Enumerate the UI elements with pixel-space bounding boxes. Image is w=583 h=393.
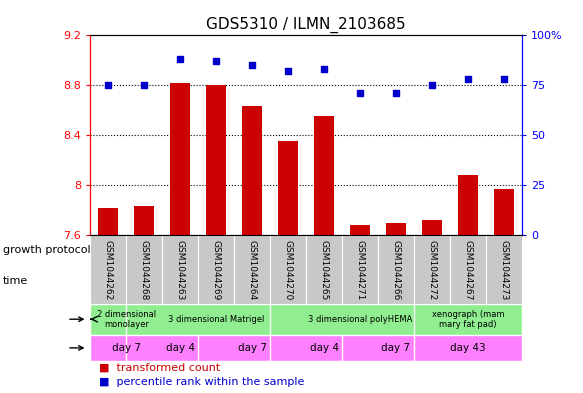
- Text: 2 dimensional
monolayer: 2 dimensional monolayer: [97, 310, 156, 329]
- Text: day 4: day 4: [166, 343, 195, 353]
- Bar: [135, 206, 154, 235]
- Title: GDS5310 / ILMN_2103685: GDS5310 / ILMN_2103685: [206, 17, 406, 33]
- Text: xenograph (mam
mary fat pad): xenograph (mam mary fat pad): [431, 310, 504, 329]
- Point: [319, 66, 329, 72]
- Text: ■  percentile rank within the sample: ■ percentile rank within the sample: [99, 377, 304, 387]
- Text: GSM1044266: GSM1044266: [391, 241, 401, 301]
- Bar: [170, 83, 190, 235]
- Bar: [414, 335, 522, 361]
- Text: time: time: [3, 276, 28, 286]
- Bar: [127, 335, 234, 361]
- Point: [247, 62, 257, 68]
- Bar: [99, 208, 118, 235]
- Text: GSM1044269: GSM1044269: [212, 241, 221, 301]
- Point: [104, 82, 113, 88]
- Bar: [90, 304, 162, 335]
- Bar: [450, 235, 486, 304]
- Bar: [494, 189, 514, 235]
- Bar: [414, 235, 450, 304]
- Text: GSM1044268: GSM1044268: [140, 241, 149, 301]
- Point: [212, 58, 221, 64]
- Text: ■  transformed count: ■ transformed count: [99, 363, 220, 373]
- Point: [139, 82, 149, 88]
- Text: day 43: day 43: [450, 343, 486, 353]
- Text: day 4: day 4: [310, 343, 339, 353]
- Bar: [90, 235, 127, 304]
- Text: day 7: day 7: [238, 343, 266, 353]
- Bar: [306, 235, 342, 304]
- Text: growth protocol: growth protocol: [3, 244, 90, 255]
- Text: GSM1044262: GSM1044262: [104, 241, 113, 301]
- Text: day 7: day 7: [112, 343, 141, 353]
- Text: GSM1044271: GSM1044271: [356, 241, 364, 301]
- Text: GSM1044273: GSM1044273: [499, 241, 508, 301]
- Bar: [278, 141, 298, 235]
- Bar: [414, 304, 522, 335]
- Point: [175, 56, 185, 62]
- Text: GSM1044265: GSM1044265: [319, 241, 329, 301]
- Bar: [386, 222, 406, 235]
- Bar: [422, 220, 442, 235]
- Point: [283, 68, 293, 74]
- Bar: [342, 335, 450, 361]
- Point: [499, 76, 508, 83]
- Point: [427, 82, 437, 88]
- Text: GSM1044267: GSM1044267: [463, 241, 472, 301]
- Point: [355, 90, 365, 96]
- Bar: [270, 304, 450, 335]
- Bar: [127, 304, 306, 335]
- Bar: [198, 235, 234, 304]
- Text: GSM1044264: GSM1044264: [248, 241, 257, 301]
- Bar: [270, 235, 306, 304]
- Bar: [243, 107, 262, 235]
- Bar: [378, 235, 414, 304]
- Text: GSM1044272: GSM1044272: [427, 241, 437, 301]
- Bar: [90, 335, 162, 361]
- Point: [463, 76, 472, 83]
- Bar: [314, 116, 334, 235]
- Bar: [458, 175, 477, 235]
- Text: GSM1044270: GSM1044270: [283, 241, 293, 301]
- Bar: [270, 335, 378, 361]
- Text: 3 dimensional Matrigel: 3 dimensional Matrigel: [168, 315, 264, 324]
- Point: [391, 90, 401, 96]
- Bar: [486, 235, 522, 304]
- Bar: [350, 225, 370, 235]
- Bar: [342, 235, 378, 304]
- Text: GSM1044263: GSM1044263: [175, 241, 185, 301]
- Text: day 7: day 7: [381, 343, 410, 353]
- Bar: [162, 235, 198, 304]
- Bar: [127, 235, 162, 304]
- Text: 3 dimensional polyHEMA: 3 dimensional polyHEMA: [308, 315, 412, 324]
- Bar: [206, 85, 226, 235]
- Bar: [198, 335, 306, 361]
- Bar: [234, 235, 270, 304]
